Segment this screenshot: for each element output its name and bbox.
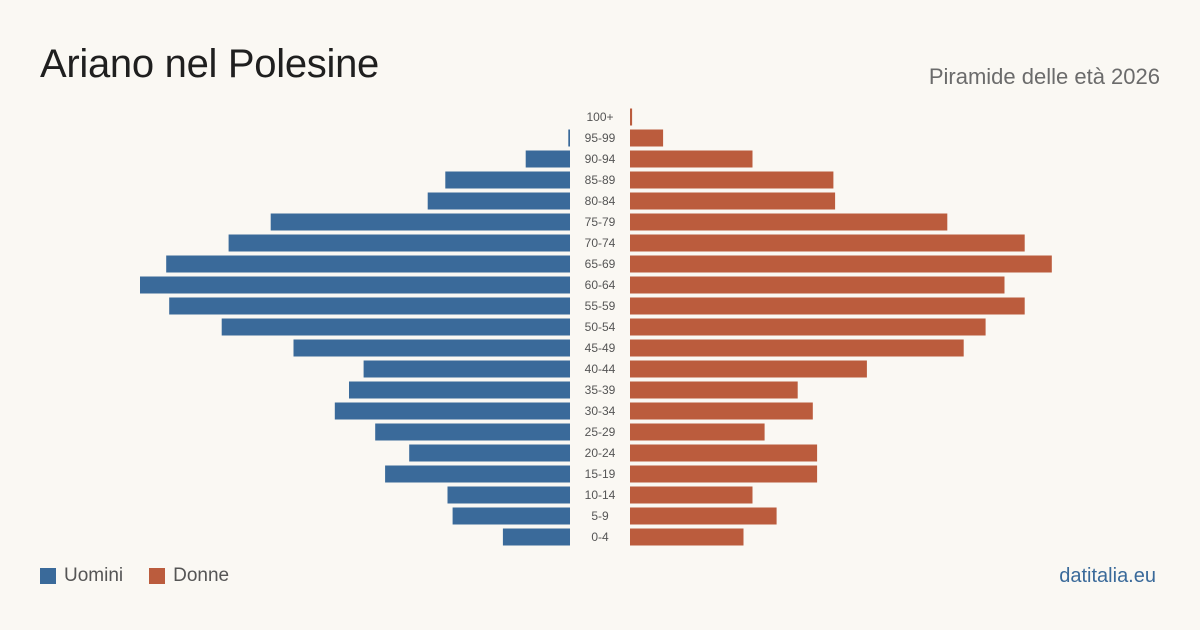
bar-women-100+ — [630, 108, 633, 126]
bar-women-5-9 — [630, 507, 777, 525]
source-link[interactable]: datitalia.eu — [1059, 565, 1156, 587]
bar-women-40-44 — [630, 360, 867, 378]
age-label-50-54: 50-54 — [585, 320, 616, 334]
age-label-15-19: 15-19 — [585, 467, 616, 481]
legend-swatch-women — [149, 568, 166, 584]
bar-men-30-34 — [334, 402, 570, 420]
age-label-20-24: 20-24 — [585, 446, 616, 460]
bar-women-85-89 — [630, 171, 834, 189]
age-label-90-94: 90-94 — [585, 152, 616, 166]
age-label-75-79: 75-79 — [585, 215, 616, 229]
age-label-80-84: 80-84 — [585, 194, 616, 208]
bar-women-95-99 — [630, 129, 664, 147]
bar-men-45-49 — [293, 339, 570, 357]
bar-women-70-74 — [630, 234, 1025, 252]
bar-men-40-44 — [363, 360, 570, 378]
bar-women-30-34 — [630, 402, 813, 420]
bar-men-80-84 — [427, 192, 570, 210]
bar-women-55-59 — [630, 297, 1025, 315]
age-label-55-59: 55-59 — [585, 299, 616, 313]
legend-label-women: Donne — [173, 565, 230, 586]
age-label-25-29: 25-29 — [585, 425, 616, 439]
bar-women-50-54 — [630, 318, 986, 336]
legend-item-men: Uomini — [40, 565, 123, 587]
bar-men-10-14 — [447, 486, 570, 504]
bar-women-80-84 — [630, 192, 836, 210]
age-label-0-4: 0-4 — [591, 530, 609, 544]
age-label-60-64: 60-64 — [585, 278, 616, 292]
bar-men-65-69 — [166, 255, 570, 273]
bar-women-15-19 — [630, 465, 818, 483]
bar-men-25-29 — [375, 423, 570, 441]
bar-men-75-79 — [270, 213, 570, 231]
bar-men-70-74 — [228, 234, 570, 252]
bar-men-5-9 — [452, 507, 570, 525]
bar-men-60-64 — [140, 276, 570, 294]
bar-women-65-69 — [630, 255, 1052, 273]
age-label-70-74: 70-74 — [585, 236, 616, 250]
bar-women-75-79 — [630, 213, 948, 231]
bar-men-35-39 — [349, 381, 570, 399]
bar-women-35-39 — [630, 381, 798, 399]
bar-men-55-59 — [169, 297, 570, 315]
legend-label-men: Uomini — [64, 565, 124, 586]
bar-women-20-24 — [630, 444, 818, 462]
bar-women-0-4 — [630, 528, 744, 546]
age-label-40-44: 40-44 — [585, 362, 616, 376]
bar-women-25-29 — [630, 423, 765, 441]
legend-item-women: Donne — [149, 565, 229, 587]
chart-subtitle: Piramide delle età 2026 — [928, 64, 1160, 89]
legend: Uomini Donne — [40, 565, 229, 587]
bar-men-95-99 — [568, 129, 570, 147]
bar-women-90-94 — [630, 150, 753, 168]
age-label-10-14: 10-14 — [585, 488, 616, 502]
age-label-100+: 100+ — [586, 110, 613, 124]
chart-title: Ariano nel Polesine — [40, 42, 379, 86]
bar-men-90-94 — [525, 150, 570, 168]
bar-men-85-89 — [445, 171, 570, 189]
bar-men-15-19 — [385, 465, 570, 483]
age-label-85-89: 85-89 — [585, 173, 616, 187]
age-label-5-9: 5-9 — [591, 509, 609, 523]
age-label-65-69: 65-69 — [585, 257, 616, 271]
bar-men-50-54 — [221, 318, 570, 336]
bar-women-10-14 — [630, 486, 753, 504]
bar-men-0-4 — [502, 528, 570, 546]
age-label-95-99: 95-99 — [585, 131, 616, 145]
age-label-30-34: 30-34 — [585, 404, 616, 418]
age-label-35-39: 35-39 — [585, 383, 616, 397]
bar-men-20-24 — [409, 444, 570, 462]
bar-women-60-64 — [630, 276, 1005, 294]
bar-women-45-49 — [630, 339, 964, 357]
age-label-45-49: 45-49 — [585, 341, 616, 355]
legend-swatch-men — [40, 568, 56, 584]
